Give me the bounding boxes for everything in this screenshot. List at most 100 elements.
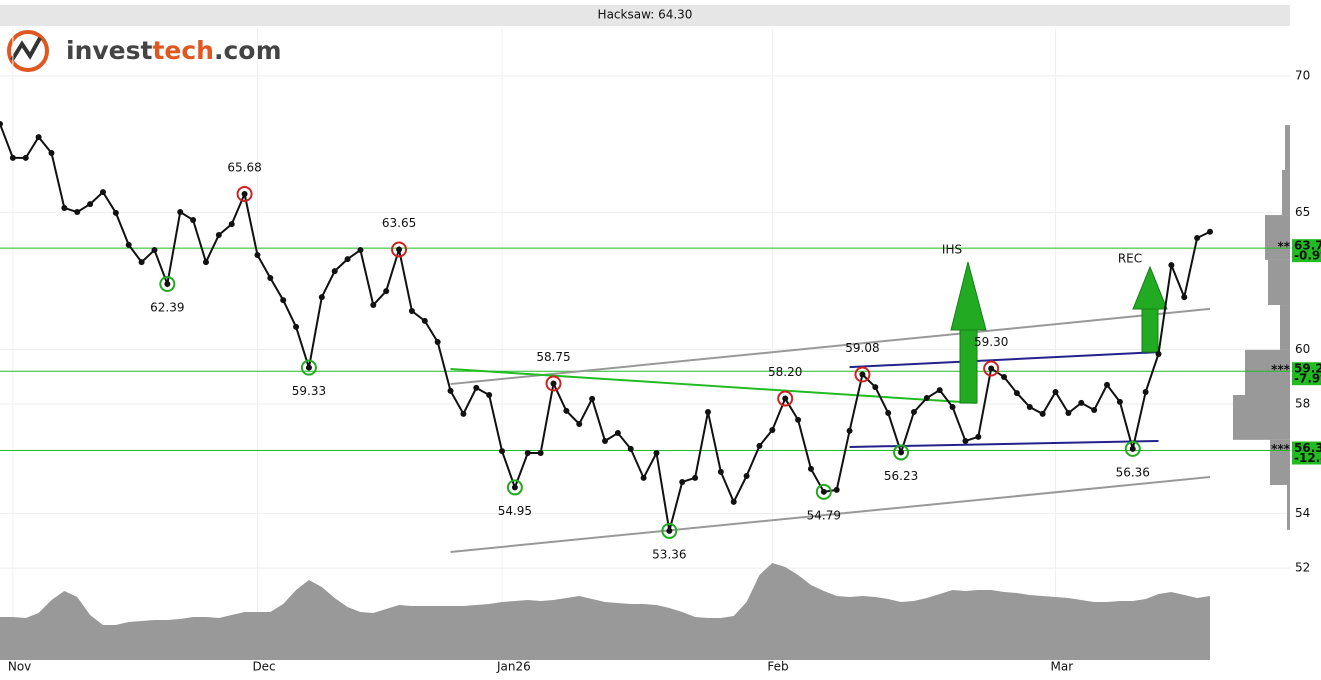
pivot-circle	[777, 390, 794, 407]
price-point	[1052, 388, 1059, 395]
logo-zigzag	[10, 37, 42, 62]
price-point	[859, 371, 866, 378]
pivot-circle	[545, 375, 562, 392]
price-point	[190, 216, 197, 223]
price-point	[988, 365, 995, 372]
price-point	[872, 384, 879, 391]
header-bar	[0, 5, 1290, 26]
x-tick-label: Dec	[252, 660, 275, 674]
price-point	[795, 416, 802, 423]
price-point	[215, 232, 222, 239]
price-point	[1091, 407, 1098, 414]
logo: investtech.com	[7, 30, 282, 72]
price-point	[499, 448, 506, 455]
pivot-circle	[159, 275, 176, 292]
arrow-head	[1132, 265, 1168, 310]
vol-layer	[0, 563, 1210, 660]
price-point	[898, 449, 905, 456]
price-volume-bar	[1285, 125, 1290, 170]
price-point	[563, 407, 570, 414]
x-tick-label: Nov	[8, 660, 31, 674]
price-point	[473, 384, 480, 391]
price-point	[537, 449, 544, 456]
price-point	[550, 380, 557, 387]
pivot-label: 65.68	[227, 160, 261, 174]
annotation: IHS	[942, 243, 962, 257]
price-point	[1013, 390, 1020, 397]
price-point	[125, 241, 132, 248]
price-point	[743, 472, 750, 479]
price-point	[602, 437, 608, 444]
price-point	[1078, 399, 1085, 406]
price-point	[1026, 404, 1033, 411]
price-point	[357, 247, 364, 254]
pivot-label: 54.79	[807, 508, 841, 522]
price-point	[936, 387, 943, 394]
bg-layer	[0, 28, 1290, 660]
top-layer: 70 65 60 58 54 52 Nov Dec Jan26 Feb Mar ** 63.7-0.9%…	[8, 68, 1321, 674]
level-value: 63.7	[1294, 239, 1321, 253]
price-point	[48, 149, 55, 156]
price-point	[1039, 410, 1046, 417]
logo-part: invest	[66, 36, 152, 65]
pivot-label: 59.30	[974, 335, 1008, 349]
price-point	[640, 474, 647, 481]
price-point	[151, 247, 158, 254]
price-point	[74, 209, 81, 216]
price-point	[35, 134, 42, 141]
price-point	[962, 437, 969, 444]
price-point	[653, 449, 660, 456]
pivot-label: 58.20	[768, 365, 802, 379]
price-point	[305, 364, 312, 371]
price-point	[627, 445, 634, 452]
logo-text: investtech.com	[66, 36, 282, 65]
level-box	[1292, 441, 1321, 465]
price-point	[228, 221, 235, 228]
price-point	[486, 392, 493, 399]
trend-line	[450, 307, 1211, 386]
level-value: 56.3	[1294, 441, 1321, 455]
price-point	[1142, 388, 1149, 395]
price-point	[730, 498, 737, 505]
logo-part: tech	[152, 36, 214, 65]
price-point	[138, 259, 145, 266]
price-point	[267, 274, 274, 281]
pivot-label: 59.08	[845, 341, 879, 355]
price-point	[885, 410, 892, 417]
y-tick-label: 70	[1295, 68, 1310, 82]
level-change: -7.9%	[1294, 372, 1321, 386]
price-point	[949, 404, 956, 411]
price-point	[61, 204, 68, 211]
price-point	[254, 251, 261, 258]
y-tick-label: 65	[1295, 205, 1310, 219]
price-point	[1168, 262, 1175, 269]
arrow-head	[950, 261, 987, 331]
pivot-circle	[854, 366, 871, 383]
price-point	[666, 527, 673, 534]
price-volume-bar	[1265, 215, 1290, 260]
x-tick-label: Jan26	[496, 660, 531, 674]
price-point	[370, 302, 377, 309]
price-volume-bar	[1280, 305, 1290, 350]
price-point	[9, 154, 16, 161]
pivot-circle	[815, 483, 832, 500]
trend-line	[450, 368, 976, 404]
price-point	[756, 442, 763, 449]
pivot-label: 59.33	[292, 384, 326, 398]
price-point	[22, 154, 29, 161]
y-tick-label: 58	[1295, 397, 1310, 411]
price-point	[910, 408, 917, 415]
pivot-label: 58.75	[536, 350, 570, 364]
pivot-label: 56.36	[1116, 465, 1150, 479]
price-point	[460, 410, 467, 417]
price-point	[820, 488, 827, 495]
price-point	[1181, 294, 1188, 301]
price-point	[511, 484, 518, 491]
price-point	[782, 395, 789, 402]
y-tick-label: 60	[1295, 342, 1310, 356]
level-marker: **	[1277, 240, 1290, 254]
pivot-label: 63.65	[382, 216, 416, 230]
pivot-circle	[236, 185, 253, 202]
